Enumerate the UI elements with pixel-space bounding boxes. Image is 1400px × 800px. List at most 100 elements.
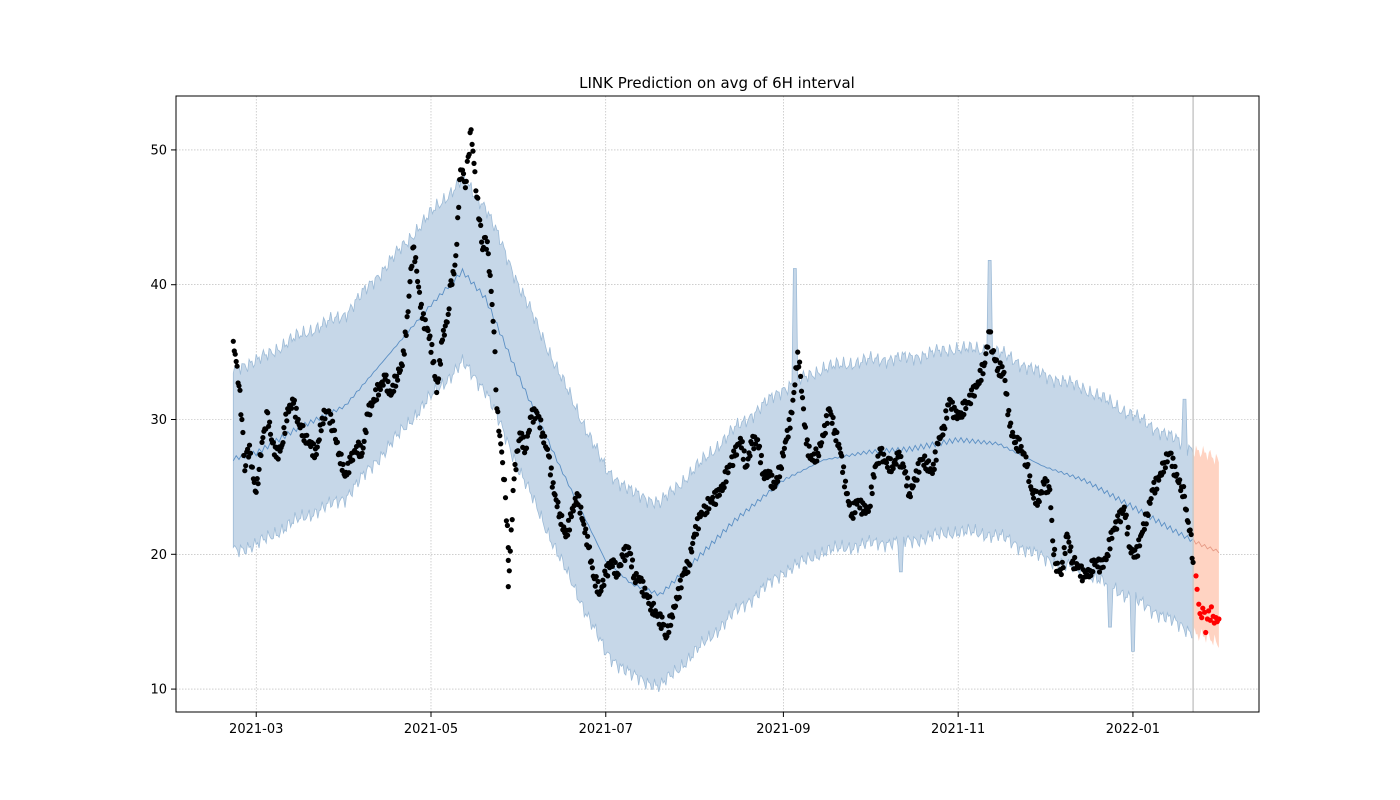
observed-point bbox=[778, 465, 785, 471]
observed-point bbox=[468, 127, 474, 133]
observed-point bbox=[799, 395, 806, 401]
y-axis-ticks: 10 20 30 40 50 bbox=[150, 143, 176, 698]
observed-point bbox=[405, 309, 411, 315]
observed-point bbox=[313, 451, 319, 458]
observed-point bbox=[470, 148, 476, 154]
observed-point bbox=[464, 158, 470, 164]
observed-point bbox=[581, 521, 587, 527]
observed-point bbox=[922, 453, 928, 459]
observed-point bbox=[706, 506, 712, 512]
observed-point bbox=[1049, 517, 1055, 524]
observed-point bbox=[1103, 557, 1109, 563]
observed-point bbox=[1027, 473, 1033, 479]
observed-point bbox=[586, 544, 593, 550]
observed-point bbox=[795, 349, 801, 355]
observed-point bbox=[1006, 407, 1012, 414]
observed-point bbox=[399, 363, 405, 369]
actual-future-point bbox=[1203, 629, 1209, 636]
x-axis-ticks: 2021-03 2021-05 2021-07 2021-09 2021-11 2022-… bbox=[229, 712, 1160, 737]
observed-point bbox=[942, 425, 948, 432]
observed-point bbox=[1065, 534, 1071, 540]
observed-point bbox=[1026, 478, 1032, 485]
observed-point bbox=[1016, 436, 1022, 442]
observed-point bbox=[775, 478, 781, 484]
observed-point bbox=[490, 318, 496, 324]
observed-point bbox=[852, 510, 858, 516]
observed-point bbox=[847, 500, 853, 506]
observed-point bbox=[466, 151, 472, 157]
observed-point bbox=[346, 470, 352, 476]
future-forecast-line bbox=[1192, 538, 1220, 554]
observed-point bbox=[664, 633, 670, 639]
observed-point bbox=[1008, 420, 1014, 426]
observed-point bbox=[789, 410, 795, 416]
observed-point bbox=[796, 364, 802, 370]
observed-point bbox=[241, 452, 247, 459]
observed-point bbox=[331, 427, 338, 433]
observed-point bbox=[647, 594, 653, 600]
observed-point bbox=[1141, 526, 1147, 533]
observed-point bbox=[542, 433, 548, 439]
observed-point bbox=[785, 434, 791, 440]
observed-point bbox=[304, 432, 310, 438]
observed-point bbox=[622, 557, 628, 564]
observed-point bbox=[753, 441, 759, 447]
observed-point bbox=[1156, 477, 1162, 483]
observed-point bbox=[501, 477, 508, 483]
observed-point bbox=[916, 469, 922, 475]
observed-point bbox=[293, 405, 299, 411]
observed-point bbox=[568, 514, 575, 520]
observed-point bbox=[640, 578, 646, 584]
observed-point bbox=[340, 461, 346, 467]
observed-point bbox=[253, 489, 259, 495]
observed-point bbox=[1181, 484, 1187, 490]
observed-point bbox=[930, 461, 936, 467]
observed-point bbox=[1062, 550, 1068, 557]
observed-point bbox=[787, 425, 793, 431]
observed-point bbox=[504, 522, 510, 529]
observed-point bbox=[409, 263, 415, 269]
observed-point bbox=[444, 319, 450, 325]
actual-future-point bbox=[1199, 615, 1205, 621]
y-tick-label: 20 bbox=[150, 548, 167, 563]
observed-point bbox=[999, 364, 1005, 370]
observed-point bbox=[507, 548, 513, 554]
observed-point bbox=[483, 246, 489, 252]
observed-point bbox=[792, 382, 798, 388]
observed-point bbox=[823, 413, 830, 419]
observed-point bbox=[281, 425, 287, 431]
observed-point bbox=[546, 454, 553, 460]
observed-point bbox=[1143, 521, 1149, 527]
observed-point bbox=[318, 428, 324, 434]
observed-point bbox=[730, 462, 736, 469]
actual-future-points bbox=[1193, 573, 1222, 636]
observed-point bbox=[1185, 519, 1191, 525]
observed-point bbox=[687, 562, 693, 568]
observed-point bbox=[508, 527, 514, 533]
observed-point bbox=[978, 377, 984, 383]
observed-point bbox=[813, 446, 819, 452]
observed-point bbox=[334, 439, 340, 445]
observed-point bbox=[245, 446, 251, 452]
observed-point bbox=[552, 492, 558, 498]
observed-point bbox=[523, 445, 530, 451]
observed-point bbox=[1123, 512, 1129, 518]
observed-point bbox=[589, 565, 596, 571]
observed-point bbox=[428, 349, 434, 355]
observed-point bbox=[907, 494, 914, 500]
observed-point bbox=[592, 583, 598, 589]
observed-point bbox=[781, 445, 788, 451]
observed-point bbox=[840, 469, 846, 475]
observed-point bbox=[905, 475, 911, 481]
observed-point bbox=[1135, 553, 1141, 559]
observed-point bbox=[968, 401, 974, 407]
observed-point bbox=[360, 445, 366, 451]
observed-point bbox=[605, 573, 611, 579]
x-tick-label: 2021-07 bbox=[579, 722, 633, 737]
observed-point bbox=[232, 351, 238, 357]
observed-point bbox=[445, 311, 451, 317]
observed-point bbox=[1170, 455, 1176, 461]
y-tick-label: 10 bbox=[150, 683, 167, 698]
observed-point bbox=[270, 439, 276, 446]
observed-point bbox=[672, 603, 679, 609]
